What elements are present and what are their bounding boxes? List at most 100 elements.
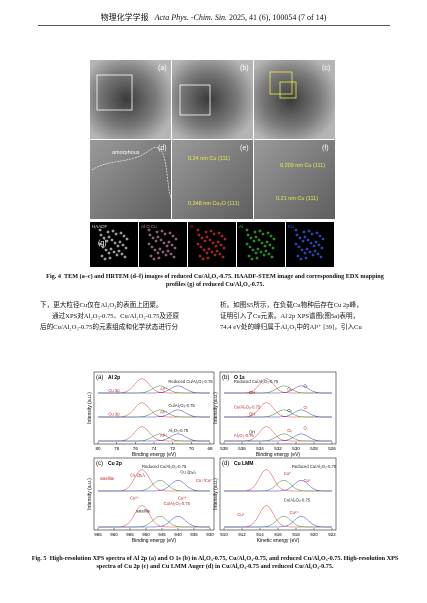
map-dot bbox=[221, 255, 225, 259]
map-dot bbox=[321, 237, 325, 241]
annotation: 0.248 nm Cu₂O (111) bbox=[188, 201, 240, 207]
map-dot bbox=[113, 241, 117, 245]
map-dot bbox=[102, 236, 106, 240]
x-tick-label: 78 bbox=[114, 446, 120, 451]
map-dot bbox=[268, 243, 272, 247]
panel-title: Al 2p bbox=[108, 375, 120, 381]
map bbox=[90, 222, 138, 267]
map-dot bbox=[216, 240, 220, 244]
map-dot bbox=[246, 233, 250, 237]
map-dot bbox=[107, 251, 111, 255]
map-dot bbox=[205, 235, 209, 239]
map-dot bbox=[101, 245, 105, 249]
map-dot bbox=[104, 248, 108, 252]
series-label: Cu⁰ bbox=[284, 471, 291, 476]
map-dot bbox=[217, 231, 221, 235]
map-label: HAADF bbox=[92, 224, 108, 229]
caption-text: High-resolution XPS spectra of Al 2p (a)… bbox=[49, 555, 399, 570]
micrograph bbox=[90, 60, 171, 139]
text-line: 74.4 eV处的峰归属于Al₂O₃中的Al³⁺ [39]，引入Cu bbox=[220, 324, 362, 331]
series-label: Reduced Cu/Al₂O₃-0.75 bbox=[168, 379, 213, 384]
map-dot bbox=[259, 250, 263, 254]
map-dot bbox=[267, 252, 271, 256]
x-tick-label: 80 bbox=[95, 446, 101, 451]
x-tick-label: 72 bbox=[170, 446, 176, 451]
map-dot bbox=[254, 251, 258, 255]
x-tick-label: 526 bbox=[328, 446, 336, 451]
spectrum bbox=[98, 426, 210, 442]
spectrum bbox=[224, 409, 332, 418]
map-dot bbox=[157, 256, 161, 260]
map-dot bbox=[211, 241, 215, 245]
map-dot bbox=[247, 254, 251, 258]
spectrum bbox=[224, 516, 332, 528]
series-label: satellite bbox=[100, 476, 115, 481]
x-tick-label: 955 bbox=[126, 532, 134, 537]
map-dot bbox=[223, 237, 227, 241]
map-dot bbox=[272, 237, 276, 241]
map-dot bbox=[122, 234, 126, 238]
map-dot bbox=[112, 250, 116, 254]
series-label: Cu/Al₂O₃-0.75 bbox=[168, 403, 195, 408]
map-dot bbox=[166, 249, 170, 253]
annotation: 0.209 nm Cu (111) bbox=[280, 163, 325, 169]
panel-label: (d) bbox=[222, 461, 229, 467]
map bbox=[286, 222, 334, 267]
text-column: 析。如图S5所示，在负载Cu物种后存在Cu 2p峰， 证明引入了Cu元素。Al 2… bbox=[220, 300, 400, 333]
map-dot bbox=[210, 250, 214, 254]
map-dot bbox=[209, 229, 213, 233]
series-label: Al₂O₃-0.75 bbox=[234, 433, 255, 438]
map-dot bbox=[317, 243, 321, 247]
text-column: 下，更大粒径Cu仅在Al₂O₃的表面上团聚。 通过XPS对Al₂O₃-0.75、C… bbox=[40, 300, 220, 333]
map-dot bbox=[255, 256, 259, 260]
series-label: Al³⁺ bbox=[160, 433, 167, 438]
spectrum bbox=[98, 516, 210, 528]
map-dot bbox=[202, 248, 206, 252]
map-dot bbox=[271, 246, 275, 250]
series-label: Cu²⁺ bbox=[178, 495, 187, 500]
series-label: Reduced Cu/Al₂O₃-0.75 bbox=[142, 464, 187, 469]
map-dot bbox=[205, 251, 209, 255]
map bbox=[188, 222, 236, 267]
map-dot bbox=[218, 252, 222, 256]
map-dot bbox=[302, 230, 306, 234]
series-label: Al³⁺ bbox=[160, 386, 167, 391]
map-dot bbox=[196, 228, 200, 232]
spectrum bbox=[224, 469, 332, 492]
micrograph bbox=[172, 60, 253, 139]
map-dot bbox=[111, 229, 115, 233]
series-label: satellite bbox=[136, 508, 151, 513]
map-dot bbox=[98, 228, 102, 232]
map-dot bbox=[125, 237, 129, 241]
series-label: Oᵥ bbox=[287, 386, 292, 391]
map-dot bbox=[314, 240, 318, 244]
figure-caption: Fig. 4 TEM (a–c) and HRTEM (d–f) images … bbox=[40, 273, 390, 289]
map-dot bbox=[310, 232, 314, 236]
map-dot bbox=[171, 234, 175, 238]
x-tick-label: 940 bbox=[174, 532, 182, 537]
map-dot bbox=[257, 238, 261, 242]
map-dot bbox=[120, 252, 124, 256]
map-dot bbox=[219, 243, 223, 247]
map-dot bbox=[118, 240, 122, 244]
map-dot bbox=[295, 233, 299, 237]
map-dot bbox=[318, 234, 322, 238]
x-axis-label: Binding energy (eV) bbox=[256, 452, 301, 458]
x-tick-label: 538 bbox=[220, 446, 228, 451]
x-tick-label: 68 bbox=[207, 446, 213, 451]
map-dot bbox=[103, 257, 107, 261]
map-dot bbox=[258, 229, 262, 233]
map-dot bbox=[303, 235, 307, 239]
map-dot bbox=[107, 235, 111, 239]
map-dot bbox=[220, 234, 224, 238]
spectrum bbox=[224, 433, 332, 442]
series-label: Reduced Cu/Al₂O₃-0.75 bbox=[234, 379, 279, 384]
x-tick-label: 950 bbox=[142, 532, 150, 537]
map-dot bbox=[150, 245, 154, 249]
x-tick-label: 534 bbox=[256, 446, 264, 451]
map-dot bbox=[320, 246, 324, 250]
map-dot bbox=[148, 233, 152, 237]
header-rule bbox=[38, 25, 390, 26]
panel-title: Cu LMM bbox=[234, 461, 253, 467]
